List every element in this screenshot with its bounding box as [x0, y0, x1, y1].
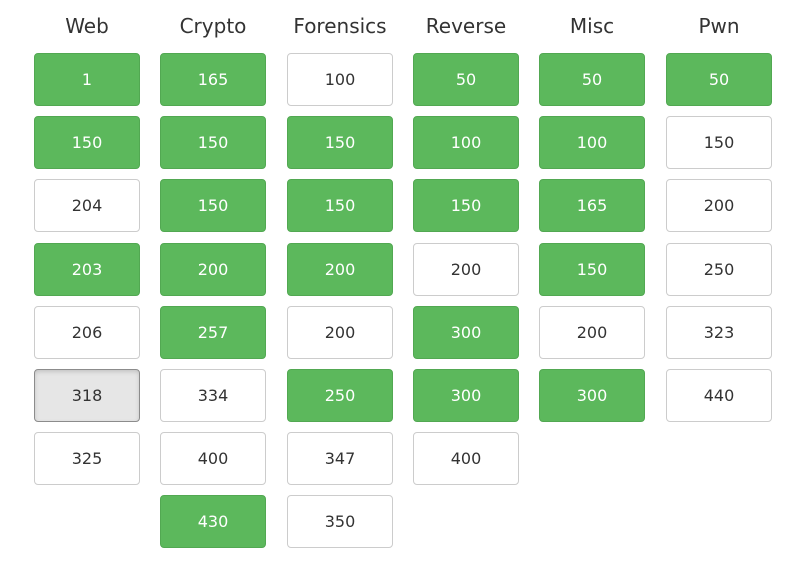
challenge-tile[interactable]: 200 — [287, 243, 393, 296]
challenge-tile[interactable]: 100 — [539, 116, 645, 169]
challenge-tile[interactable]: 200 — [413, 243, 519, 296]
challenge-tile[interactable]: 323 — [666, 306, 772, 359]
challenge-tile[interactable]: 100 — [413, 116, 519, 169]
challenge-tile[interactable]: 300 — [413, 306, 519, 359]
challenge-tile[interactable]: 400 — [160, 432, 266, 485]
challenge-tile[interactable]: 250 — [287, 369, 393, 422]
challenge-tile[interactable]: 300 — [539, 369, 645, 422]
challenge-tile[interactable]: 150 — [287, 116, 393, 169]
challenge-tile[interactable]: 200 — [160, 243, 266, 296]
challenge-tile[interactable]: 318 — [34, 369, 140, 422]
challenge-tile[interactable]: 150 — [539, 243, 645, 296]
challenge-tile[interactable]: 203 — [34, 243, 140, 296]
category-title: Misc — [569, 14, 615, 38]
challenge-tile[interactable]: 250 — [666, 243, 772, 296]
challenge-tile[interactable]: 150 — [160, 116, 266, 169]
challenge-tile[interactable]: 430 — [160, 495, 266, 548]
challenge-tile[interactable]: 150 — [160, 179, 266, 232]
challenge-tile[interactable]: 325 — [34, 432, 140, 485]
challenge-tile[interactable]: 204 — [34, 179, 140, 232]
category-title: Forensics — [293, 14, 387, 38]
challenge-tile[interactable]: 165 — [539, 179, 645, 232]
challenge-tile[interactable]: 150 — [666, 116, 772, 169]
challenge-tile[interactable]: 200 — [287, 306, 393, 359]
challenge-tile[interactable]: 300 — [413, 369, 519, 422]
challenge-tile[interactable]: 206 — [34, 306, 140, 359]
challenge-tile[interactable]: 400 — [413, 432, 519, 485]
challenge-tile[interactable]: 50 — [413, 53, 519, 106]
challenge-tile[interactable]: 347 — [287, 432, 393, 485]
challenge-tile[interactable]: 200 — [666, 179, 772, 232]
challenge-tile[interactable]: 150 — [287, 179, 393, 232]
challenge-tile[interactable]: 257 — [160, 306, 266, 359]
category-title: Web — [65, 14, 109, 38]
challenge-tile[interactable]: 50 — [666, 53, 772, 106]
challenge-tile[interactable]: 200 — [539, 306, 645, 359]
category-title: Reverse — [425, 14, 507, 38]
category-title: Pwn — [698, 14, 740, 38]
challenge-tile[interactable]: 165 — [160, 53, 266, 106]
challenge-tile[interactable]: 50 — [539, 53, 645, 106]
challenge-tile[interactable]: 100 — [287, 53, 393, 106]
category-title: Crypto — [179, 14, 247, 38]
challenge-tile[interactable]: 440 — [666, 369, 772, 422]
challenge-tile[interactable]: 334 — [160, 369, 266, 422]
challenge-tile[interactable]: 150 — [34, 116, 140, 169]
challenge-tile[interactable]: 150 — [413, 179, 519, 232]
challenge-tile[interactable]: 350 — [287, 495, 393, 548]
challenge-tile[interactable]: 1 — [34, 53, 140, 106]
